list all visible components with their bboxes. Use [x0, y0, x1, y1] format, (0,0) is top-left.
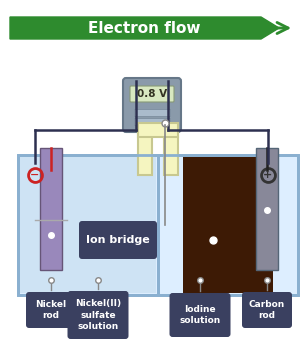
Text: 0.8 V: 0.8 V: [137, 89, 167, 99]
FancyBboxPatch shape: [79, 221, 157, 259]
Bar: [20, 157, 156, 293]
Bar: [134, 118, 170, 125]
Bar: [18, 155, 158, 295]
Bar: [183, 157, 273, 293]
Bar: [134, 109, 170, 116]
FancyBboxPatch shape: [67, 291, 129, 339]
Bar: [158, 155, 298, 295]
FancyBboxPatch shape: [242, 292, 292, 328]
Bar: [164, 125, 178, 175]
Bar: [138, 125, 152, 175]
FancyBboxPatch shape: [130, 86, 174, 102]
FancyBboxPatch shape: [123, 78, 181, 132]
Text: Nickel(II)
sulfate
solution: Nickel(II) sulfate solution: [75, 300, 121, 330]
Bar: [40, 148, 62, 270]
Bar: [18, 155, 158, 295]
Bar: [138, 123, 178, 137]
Text: +: +: [263, 170, 273, 180]
Text: Nickel
rod: Nickel rod: [36, 300, 67, 320]
FancyBboxPatch shape: [170, 293, 230, 337]
Text: Iodine
solution: Iodine solution: [179, 305, 221, 325]
Text: Carbon
rod: Carbon rod: [249, 300, 285, 320]
Bar: [158, 155, 298, 295]
Text: −: −: [30, 170, 40, 180]
Text: Ion bridge: Ion bridge: [86, 235, 150, 245]
Text: Electron flow: Electron flow: [88, 21, 200, 36]
FancyArrow shape: [10, 17, 279, 39]
Bar: [256, 148, 278, 270]
FancyBboxPatch shape: [26, 292, 76, 328]
